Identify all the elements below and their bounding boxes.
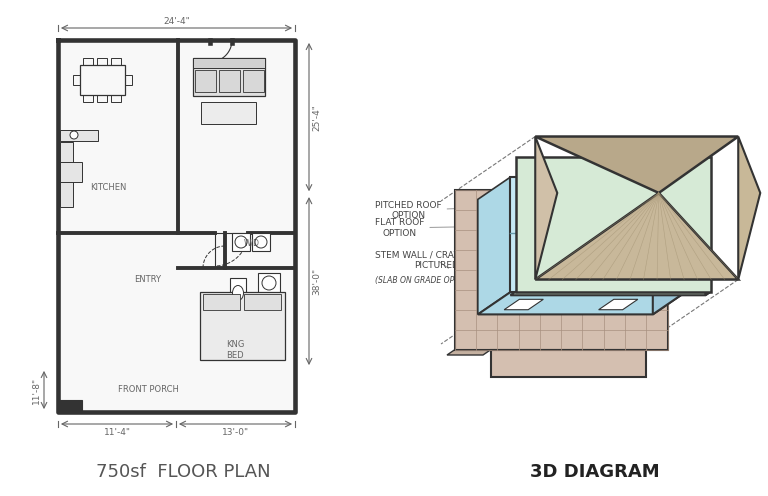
Circle shape [70, 131, 78, 139]
Text: FRONT PORCH: FRONT PORCH [118, 385, 178, 394]
Polygon shape [455, 190, 667, 350]
Text: PITCHED ROOF
OPTION: PITCHED ROOF OPTION [375, 201, 536, 220]
Ellipse shape [233, 286, 243, 301]
Bar [193, 58, 265, 96]
Polygon shape [535, 136, 738, 193]
Bar [252, 233, 270, 251]
Bar [193, 58, 265, 68]
Polygon shape [447, 350, 491, 355]
Text: 11'-8": 11'-8" [32, 376, 41, 404]
Text: 3D DIAGRAM: 3D DIAGRAM [530, 463, 660, 481]
Polygon shape [478, 292, 685, 314]
Polygon shape [510, 177, 685, 292]
Bar [201, 102, 256, 124]
Polygon shape [504, 299, 543, 310]
Polygon shape [738, 136, 760, 280]
Text: STEM WALL / CRAWL SPACE
PICTURED: STEM WALL / CRAWL SPACE PICTURED [375, 250, 498, 270]
Bar [60, 162, 82, 182]
Polygon shape [515, 157, 710, 292]
Bar [195, 70, 216, 92]
Text: ENTRY: ENTRY [134, 275, 161, 285]
Polygon shape [511, 292, 710, 295]
Polygon shape [598, 299, 638, 310]
Text: KITCHEN: KITCHEN [90, 184, 126, 192]
Bar [111, 58, 121, 65]
Bar [244, 294, 281, 310]
Text: 11'-4": 11'-4" [104, 428, 131, 437]
Bar [83, 58, 93, 65]
Bar [58, 368, 295, 412]
Bar [73, 75, 80, 85]
Text: KNG
BED: KNG BED [226, 340, 244, 360]
Text: FLAT ROOF
OPTION: FLAT ROOF OPTION [375, 218, 510, 238]
Text: W/D: W/D [244, 239, 260, 248]
Bar [80, 65, 125, 95]
Polygon shape [653, 177, 685, 314]
Polygon shape [535, 136, 558, 280]
Bar [97, 58, 107, 65]
Bar [243, 70, 264, 92]
Text: 38'-0": 38'-0" [312, 267, 321, 295]
Text: 24'-4": 24'-4" [163, 17, 190, 26]
Polygon shape [705, 157, 710, 295]
Bar [60, 142, 73, 207]
Bar [111, 95, 121, 102]
Bar [60, 130, 98, 141]
Bar [83, 95, 93, 102]
Bar [230, 278, 246, 301]
Bar [232, 233, 250, 251]
Bar [203, 294, 240, 310]
Bar [58, 400, 82, 412]
Bar [219, 70, 240, 92]
Text: 13'-0": 13'-0" [222, 428, 249, 437]
Bar [97, 95, 107, 102]
Bar [125, 75, 132, 85]
Polygon shape [478, 177, 510, 314]
Bar [200, 292, 285, 360]
Text: (SLAB ON GRADE OPTIONAL): (SLAB ON GRADE OPTIONAL) [375, 276, 485, 285]
Bar [58, 40, 295, 368]
Bar [258, 273, 280, 293]
Polygon shape [491, 350, 646, 377]
Text: 25'-4": 25'-4" [312, 104, 321, 130]
Polygon shape [535, 193, 738, 280]
Text: 750sf  FLOOR PLAN: 750sf FLOOR PLAN [96, 463, 270, 481]
